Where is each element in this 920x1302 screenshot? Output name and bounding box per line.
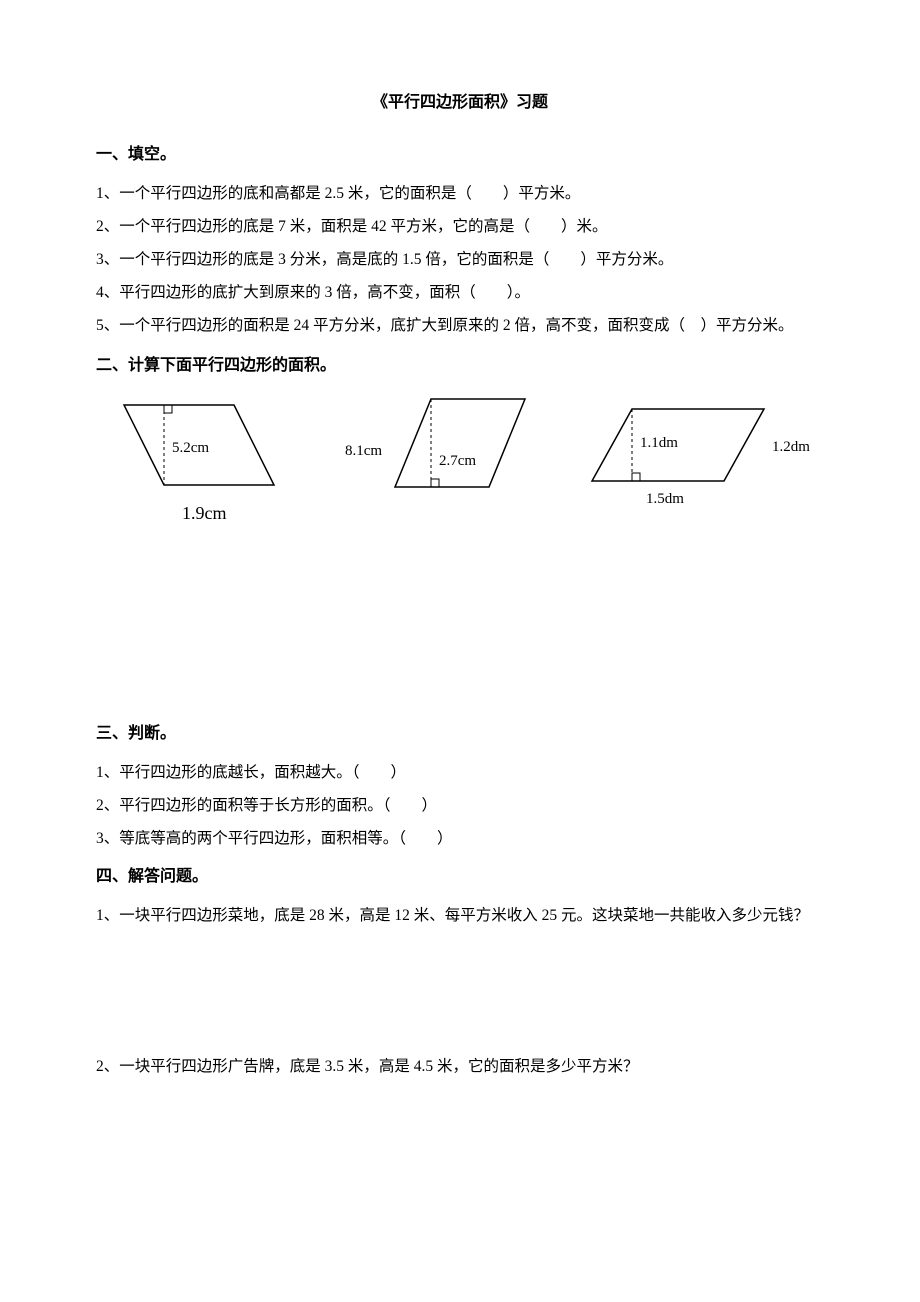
- s1-q4: 4、平行四边形的底扩大到原来的 3 倍，高不变，面积（ ）。: [96, 277, 824, 308]
- fig3-height-label: 1.1dm: [640, 435, 678, 451]
- section-calculate: 二、计算下面平行四边形的面积。 5.2cm 1.9cm 8.1cm 2.7cm: [96, 351, 824, 529]
- s4-q1: 1、一块平行四边形菜地，底是 28 米，高是 12 米、每平方米收入 25 元。…: [96, 900, 824, 931]
- figures-row: 5.2cm 1.9cm 8.1cm 2.7cm 1.1dm 1.2dm 1.5d…: [96, 389, 824, 529]
- parallelogram-1: 5.2cm 1.9cm: [104, 389, 294, 529]
- section1-header: 一、填空。: [96, 140, 824, 164]
- fig1-base-label: 1.9cm: [182, 503, 227, 523]
- s1-q3: 3、一个平行四边形的底是 3 分米，高是底的 1.5 倍，它的面积是（ ）平方分…: [96, 244, 824, 275]
- s4-q2: 2、一块平行四边形广告牌，底是 3.5 米，高是 4.5 米，它的面积是多少平方…: [96, 1051, 824, 1082]
- s3-q1: 1、平行四边形的底越长，面积越大。（ ）: [96, 757, 824, 788]
- s3-q2: 2、平行四边形的面积等于长方形的面积。（ ）: [96, 790, 824, 821]
- figure-1: 5.2cm 1.9cm: [104, 389, 294, 529]
- parallelogram-2: 8.1cm 2.7cm: [345, 389, 535, 509]
- figure-3: 1.1dm 1.2dm 1.5dm: [586, 389, 816, 529]
- parallelogram-3: 1.1dm 1.2dm 1.5dm: [586, 389, 816, 509]
- fig1-height-label: 5.2cm: [172, 440, 209, 456]
- section-fill-blank: 一、填空。 1、一个平行四边形的底和高都是 2.5 米，它的面积是（ ）平方米。…: [96, 140, 824, 341]
- fig2-side-label: 8.1cm: [345, 443, 382, 459]
- figure-2: 8.1cm 2.7cm: [345, 389, 535, 529]
- s1-q5: 5、一个平行四边形的面积是 24 平方分米，底扩大到原来的 2 倍，高不变，面积…: [96, 310, 824, 341]
- section3-header: 三、判断。: [96, 719, 824, 743]
- section-solve: 四、解答问题。 1、一块平行四边形菜地，底是 28 米，高是 12 米、每平方米…: [96, 862, 824, 1082]
- worksheet-title: 《平行四边形面积》习题: [96, 88, 824, 112]
- fig3-base-label: 1.5dm: [646, 491, 684, 507]
- section-judge: 三、判断。 1、平行四边形的底越长，面积越大。（ ） 2、平行四边形的面积等于长…: [96, 719, 824, 854]
- fig3-side-label: 1.2dm: [772, 439, 810, 455]
- section2-header: 二、计算下面平行四边形的面积。: [96, 351, 824, 375]
- s3-q3: 3、等底等高的两个平行四边形，面积相等。（ ）: [96, 823, 824, 854]
- section4-header: 四、解答问题。: [96, 862, 824, 886]
- s1-q1: 1、一个平行四边形的底和高都是 2.5 米，它的面积是（ ）平方米。: [96, 178, 824, 209]
- s1-q2: 2、一个平行四边形的底是 7 米，面积是 42 平方米，它的高是（ ）米。: [96, 211, 824, 242]
- fig2-base-label: 2.7cm: [439, 453, 476, 469]
